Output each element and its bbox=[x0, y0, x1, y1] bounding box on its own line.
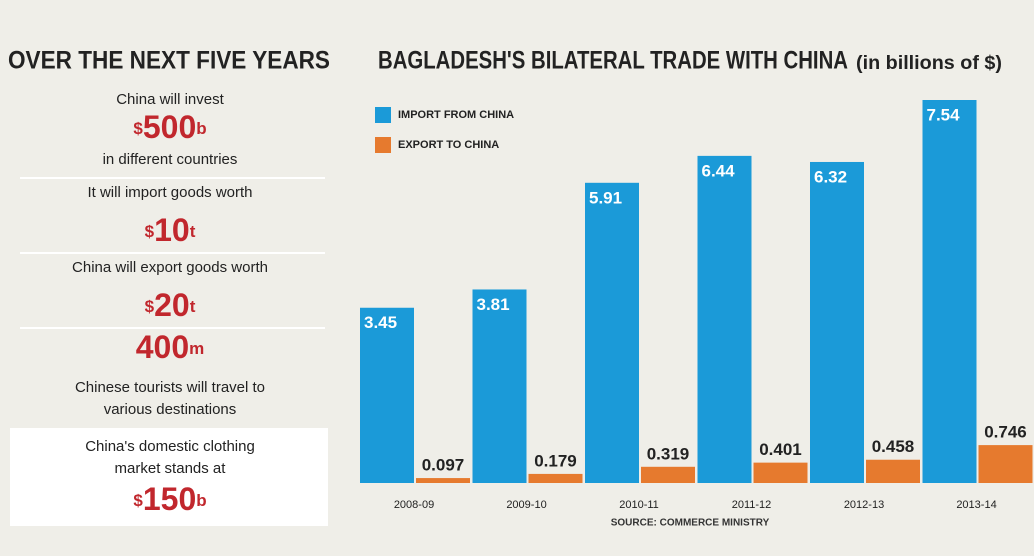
value-label: 0.319 bbox=[647, 444, 690, 463]
value-label: 0.401 bbox=[759, 440, 802, 459]
bar bbox=[753, 462, 808, 483]
bar bbox=[810, 161, 864, 483]
x-tick-label: 2013-14 bbox=[956, 499, 996, 511]
figure-amount: 150 bbox=[143, 481, 196, 517]
legend-swatch bbox=[375, 107, 391, 123]
bar bbox=[866, 459, 920, 483]
bar bbox=[585, 182, 639, 483]
value-label: 0.179 bbox=[534, 451, 577, 470]
x-tick-label: 2011-12 bbox=[732, 499, 772, 511]
value-label: 0.097 bbox=[422, 456, 465, 475]
figure-amount: 10 bbox=[154, 212, 190, 248]
figure-unit: b bbox=[196, 491, 206, 510]
x-tick-label: 2010-11 bbox=[619, 499, 659, 511]
figure-prefix: $ bbox=[145, 222, 155, 241]
panel-figure: $150b bbox=[133, 481, 206, 517]
panel-text: China will export goods worth bbox=[72, 259, 268, 276]
bar bbox=[978, 445, 1033, 483]
bar bbox=[472, 289, 527, 483]
figure-amount: 500 bbox=[143, 109, 196, 145]
bar bbox=[360, 307, 414, 483]
panel-text: China will invest bbox=[116, 91, 224, 108]
panel-figure: $10t bbox=[145, 212, 196, 248]
value-label: 6.32 bbox=[814, 167, 847, 186]
panel-figure: 400m bbox=[136, 329, 205, 365]
x-tick-label: 2008-09 bbox=[394, 499, 434, 511]
value-label: 3.45 bbox=[364, 313, 397, 332]
panel-text: market stands at bbox=[115, 460, 227, 477]
bar bbox=[697, 155, 752, 483]
value-label: 3.81 bbox=[477, 295, 510, 314]
value-label: 7.54 bbox=[927, 105, 961, 124]
bar bbox=[922, 100, 977, 483]
figure-unit: b bbox=[196, 119, 206, 138]
panel-text: in different countries bbox=[103, 151, 238, 168]
panel-text: various destinations bbox=[104, 401, 237, 418]
figure-unit: t bbox=[190, 222, 196, 241]
value-label: 5.91 bbox=[589, 188, 622, 207]
source: SOURCE: COMMERCE MINISTRY bbox=[611, 518, 770, 529]
panel-figure: $20t bbox=[145, 287, 196, 323]
legend-swatch bbox=[375, 137, 391, 153]
figure-prefix: $ bbox=[133, 119, 143, 138]
figure-amount: 400 bbox=[136, 329, 189, 365]
bar bbox=[416, 478, 470, 483]
panel-heading: OVER THE NEXT FIVE YEARS bbox=[8, 47, 330, 75]
value-label: 6.44 bbox=[702, 161, 736, 180]
legend-label: EXPORT TO CHINA bbox=[398, 139, 499, 151]
highlight-box bbox=[10, 428, 328, 526]
panel-text: China's domestic clothing bbox=[85, 438, 255, 455]
figure-amount: 20 bbox=[154, 287, 190, 323]
chart-title: BAGLADESH'S BILATERAL TRADE WITH CHINA bbox=[378, 47, 848, 75]
panel-text: Chinese tourists will travel to bbox=[75, 379, 265, 396]
bar bbox=[528, 473, 583, 483]
figure-prefix: $ bbox=[133, 491, 143, 510]
figure-prefix: $ bbox=[145, 297, 155, 316]
chart-subtitle: (in billions of $) bbox=[856, 53, 1002, 74]
figure-unit: m bbox=[189, 339, 204, 358]
bar bbox=[641, 466, 695, 483]
panel-text: It will import goods worth bbox=[87, 184, 252, 201]
x-tick-label: 2012-13 bbox=[844, 499, 884, 511]
value-label: 0.458 bbox=[872, 437, 915, 456]
panel-figure: $500b bbox=[133, 109, 206, 145]
value-label: 0.746 bbox=[984, 423, 1027, 442]
x-tick-label: 2009-10 bbox=[506, 499, 546, 511]
figure-unit: t bbox=[190, 297, 196, 316]
legend-label: IMPORT FROM CHINA bbox=[398, 109, 514, 121]
